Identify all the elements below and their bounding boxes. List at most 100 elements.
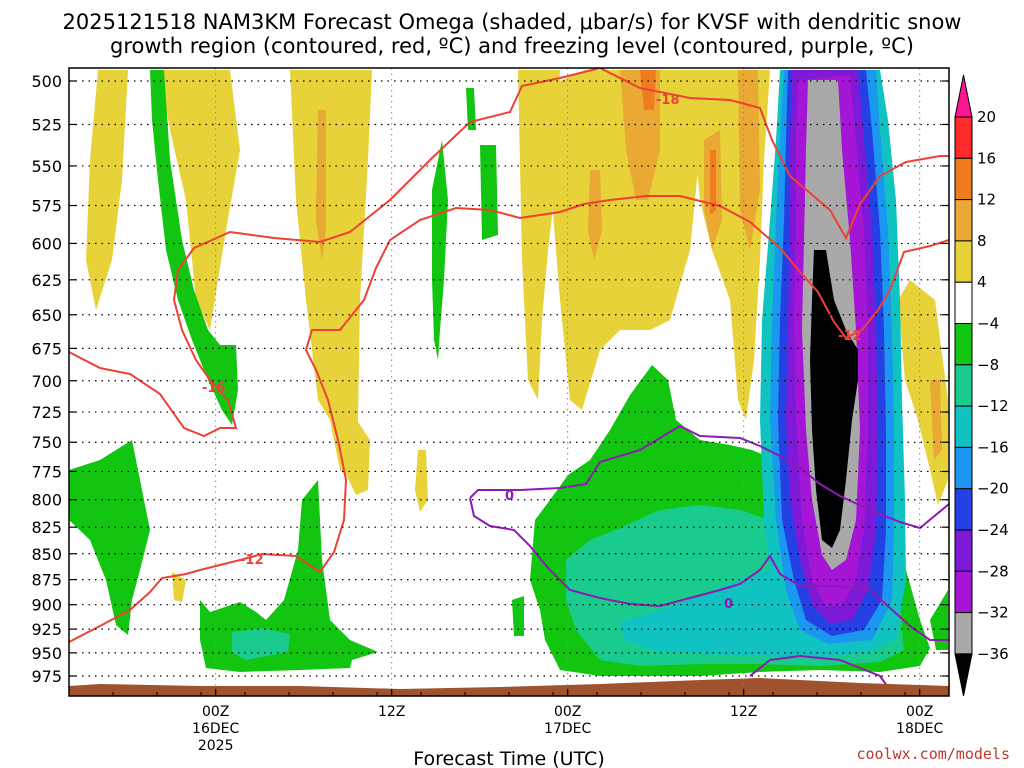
colorbar-label: −16 [977, 438, 1009, 456]
colorbar-swatch [954, 364, 973, 407]
omega-rise-yellow-4 [290, 70, 372, 480]
colorbar-swatch [954, 323, 973, 366]
colorbar-label: −24 [977, 521, 1009, 539]
colorbar-swatch [954, 612, 973, 655]
omega-rise-yellow-8 [540, 70, 700, 410]
contour-label-minus12-left: -12 [240, 553, 264, 568]
pressure-tick-label: 525 [31, 115, 62, 134]
colorbar-label: −32 [977, 604, 1009, 622]
contour-label-minus16: -16 [202, 381, 226, 396]
omega-rise-yellow-3 [172, 572, 186, 602]
pressure-tick-label: 575 [31, 197, 62, 216]
freezing-contour-0 [469, 424, 949, 530]
omega-sink-green-left-1 [69, 440, 150, 635]
omega-sink-black [810, 250, 858, 548]
colorbar-label: 8 [977, 232, 987, 250]
chart-title-line2: growth region (contoured, red, ºC) and f… [110, 34, 914, 58]
pressure-tick-label: 650 [31, 306, 62, 325]
time-tick-label: 2025 [198, 738, 234, 754]
colorbar-label: 20 [977, 108, 996, 126]
colorbar-swatch [954, 529, 973, 572]
pressure-tick-label: 900 [31, 596, 62, 615]
pressure-tick-label: 600 [31, 234, 62, 253]
freezing-contour-0-bottom [749, 654, 891, 691]
dgz-contour-minus12-left [69, 195, 949, 643]
omega-sink-green-left-2 [200, 480, 378, 672]
omega-rise-yellow-6 [415, 450, 428, 512]
pressure-tick-label: 975 [31, 667, 62, 686]
terrain-ground [69, 678, 949, 696]
colorbar-swatch [954, 116, 973, 159]
colorbar-swatch [954, 488, 973, 531]
chart-title-line1: 2025121518 NAM3KM Forecast Omega (shaded… [63, 10, 962, 34]
contour-label-minus18: -18 [656, 93, 680, 108]
pressure-tick-label: 950 [31, 644, 62, 663]
omega-sink-green-stripe [512, 596, 524, 636]
pressure-tick-label: 625 [31, 271, 62, 290]
omega-rise-orange-7 [710, 150, 716, 215]
colorbar-label: −8 [977, 356, 999, 374]
omega-sink-teal-left [232, 628, 290, 660]
colorbar-label: −36 [977, 645, 1009, 663]
contour-label-freezing-1: 0 [505, 489, 514, 504]
time-tick-label: 00Z [906, 704, 933, 720]
colorbar-label: −28 [977, 562, 1009, 580]
pressure-tick-label: 925 [31, 620, 62, 639]
omega-sink-green-left-column [150, 70, 238, 425]
colorbar-label: 16 [977, 149, 996, 167]
contours [69, 68, 949, 691]
colorbar-label: −20 [977, 480, 1009, 498]
colorbar-swatch [954, 157, 973, 201]
pressure-tick-label: 500 [31, 72, 62, 91]
x-axis-label: Forecast Time (UTC) [413, 748, 604, 768]
contour-labels: -18 -16 -12 -12 0 0 [202, 93, 862, 612]
pressure-tick-label: 825 [31, 518, 62, 537]
colorbar-label: 12 [977, 191, 996, 209]
colorbar-label: −12 [977, 397, 1009, 415]
colorbar-label: 4 [977, 273, 987, 291]
credit-text: coolwx.com/models [856, 745, 1010, 763]
time-tick-label: 17DEC [544, 721, 591, 737]
pressure-tick-label: 700 [31, 372, 62, 391]
plot-area: -18 -16 -12 -12 0 0 [69, 68, 949, 696]
pressure-tick-label: 850 [31, 545, 62, 564]
omega-rise-orange-1 [316, 110, 326, 260]
time-tick-label: 12Z [378, 704, 405, 720]
pressure-tick-label: 775 [31, 462, 62, 481]
pressure-tick-label: 875 [31, 571, 62, 590]
omega-rise-yellow-1 [86, 70, 128, 310]
omega-rise-yellow-2 [160, 70, 240, 330]
time-tick-label: 00Z [202, 704, 229, 720]
omega-shading [69, 70, 948, 676]
colorbar-label: −4 [977, 315, 999, 333]
omega-rise-orange-2 [588, 170, 602, 260]
time-tick-label: 00Z [554, 704, 581, 720]
omega-rise-orange-5 [738, 70, 760, 250]
colorbar-swatch [954, 405, 973, 448]
omega-sink-green-thin-1 [432, 140, 448, 360]
pressure-tick-label: 725 [31, 403, 62, 422]
colorbar: 20 16 12 8 4 −4 −8 −12 −16 −20 −24 −28 −32 −36 [954, 74, 1009, 696]
time-tick-label: 12Z [730, 704, 757, 720]
omega-rise-yellow-5 [336, 410, 370, 495]
colorbar-swatch [954, 570, 973, 614]
pressure-tick-label: 750 [31, 433, 62, 452]
colorbar-swatch-gt20 [954, 74, 973, 118]
omega-sink-green-thin-2 [466, 88, 476, 130]
time-grid-lines [215, 68, 921, 696]
colorbar-swatch-lt36 [954, 653, 973, 696]
contour-label-freezing-2: 0 [724, 597, 733, 612]
time-tick-label: 16DEC [192, 721, 239, 737]
pressure-axis: 500 525 550 575 600 625 650 675 700 725 750 775 800 8… [31, 72, 949, 686]
pressure-tick-label: 800 [31, 491, 62, 510]
colorbar-swatch [954, 446, 973, 490]
contour-label-minus12-right: -12 [838, 329, 862, 344]
time-tick-label: 18DEC [896, 721, 943, 737]
omega-sink-green-thin-3 [480, 145, 498, 240]
dgz-contour-minus18 [69, 68, 949, 438]
colorbar-swatch [954, 199, 973, 242]
pressure-tick-label: 550 [31, 157, 62, 176]
colorbar-swatch [954, 281, 973, 325]
